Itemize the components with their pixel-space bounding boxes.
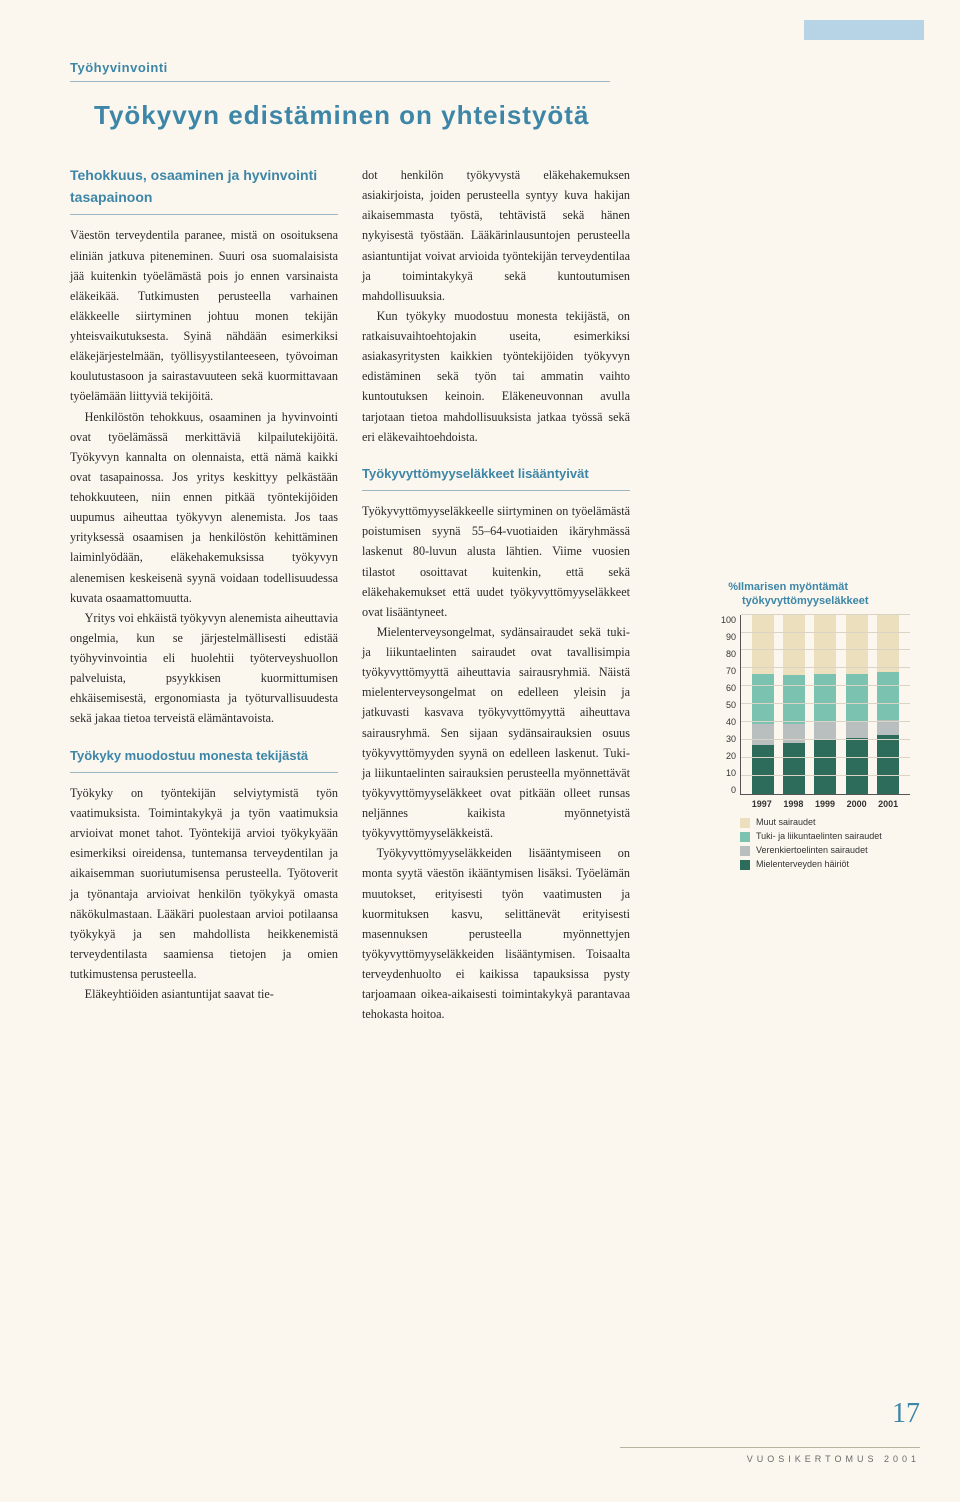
legend-item: Mielenterveyden häiriöt xyxy=(740,859,924,870)
legend-swatch xyxy=(740,846,750,856)
chart-y-axis: 0 10 20 30 40 50 60 70 80 90 100 xyxy=(714,615,740,795)
column-right: dot henkilön työkyvystä eläkehakemuksen … xyxy=(362,165,630,1024)
chart-x-axis: 1997 1998 1999 2000 2001 xyxy=(740,799,910,809)
body-text: Työkyvyttömyyseläkkeelle siirtyminen on … xyxy=(362,501,630,622)
page-title: Työkyvyn edistäminen on yhteistyötä xyxy=(94,100,924,131)
gridline xyxy=(741,667,910,668)
chart-segment xyxy=(877,672,899,720)
y-tick-label: 100 xyxy=(714,615,736,625)
chart-segment xyxy=(783,724,805,744)
legend-swatch xyxy=(740,832,750,842)
y-tick-label: 0 xyxy=(714,785,736,795)
gridline xyxy=(741,703,910,704)
legend-item: Verenkiertoelinten sairaudet xyxy=(740,845,924,856)
gridline xyxy=(741,685,910,686)
x-tick-label: 1999 xyxy=(815,799,835,809)
x-tick-label: 1998 xyxy=(783,799,803,809)
chart-plot-area xyxy=(740,615,910,795)
lead-rule xyxy=(70,214,338,215)
legend-label: Tuki- ja liikuntaelinten sairaudet xyxy=(756,831,882,842)
subheading: Työkyky muodostuu monesta tekijästä xyxy=(70,745,338,766)
gridline xyxy=(741,632,910,633)
lead-heading: Tehokkuus, osaaminen ja hyvinvointi tasa… xyxy=(70,165,338,208)
body-text: Henkilöstön tehokkuus, osaaminen ja hyvi… xyxy=(70,407,338,608)
gridline xyxy=(741,721,910,722)
chart-segment xyxy=(752,724,774,745)
chart-bar xyxy=(752,615,774,794)
column-left: Tehokkuus, osaaminen ja hyvinvointi tasa… xyxy=(70,165,338,1024)
chart-segment xyxy=(783,743,805,793)
y-tick-label: 90 xyxy=(714,632,736,642)
chart-segment xyxy=(814,722,836,740)
x-tick-label: 2001 xyxy=(878,799,898,809)
legend-item: Tuki- ja liikuntaelinten sairaudet xyxy=(740,831,924,842)
chart-bar xyxy=(814,615,836,794)
body-text: Kun työkyky muodostuu monesta tekijästä,… xyxy=(362,306,630,447)
chart-bar xyxy=(877,615,899,794)
chart-bar xyxy=(783,615,805,794)
subhead-rule xyxy=(362,490,630,491)
chart-segment xyxy=(877,615,899,672)
chart-segment xyxy=(877,735,899,794)
sidebar-chart: %Ilmarisen myöntämät työkyvyttömyyseläkk… xyxy=(714,580,924,873)
section-rule xyxy=(70,81,610,82)
page-number: 17 xyxy=(892,1398,920,1430)
body-text: Eläkeyhtiöiden asiantuntijat saavat tie- xyxy=(70,984,338,1004)
x-tick-label: 2000 xyxy=(847,799,867,809)
chart-segment xyxy=(752,745,774,793)
legend-item: Muut sairaudet xyxy=(740,817,924,828)
section-label: Työhyvinvointi xyxy=(70,60,924,75)
legend-label: Verenkiertoelinten sairaudet xyxy=(756,845,868,856)
gridline xyxy=(741,757,910,758)
body-columns: Tehokkuus, osaaminen ja hyvinvointi tasa… xyxy=(70,165,630,1024)
gridline xyxy=(741,614,910,615)
header-accent-bar xyxy=(804,20,924,40)
body-text: Työkyky on työntekijän selviytymistä työ… xyxy=(70,783,338,984)
y-tick-label: 80 xyxy=(714,649,736,659)
chart-segment xyxy=(814,615,836,674)
gridline xyxy=(741,775,910,776)
y-tick-label: 70 xyxy=(714,666,736,676)
chart-legend: Muut sairaudet Tuki- ja liikuntaelinten s… xyxy=(740,817,924,870)
chart-segment xyxy=(846,615,868,674)
chart-segment xyxy=(783,675,805,723)
y-tick-label: 20 xyxy=(714,751,736,761)
body-text: Mielenterveysongelmat, sydänsairaudet se… xyxy=(362,622,630,843)
chart-segment xyxy=(846,722,868,738)
body-text: Yritys voi ehkäistä työkyvyn alenemista … xyxy=(70,608,338,729)
legend-label: Muut sairaudet xyxy=(756,817,816,828)
footer-text: VUOSIKERTOMUS 2001 xyxy=(620,1447,920,1464)
gridline xyxy=(741,739,910,740)
chart-segment xyxy=(846,674,868,722)
chart-bar xyxy=(846,615,868,794)
chart-segment xyxy=(814,674,836,722)
legend-swatch xyxy=(740,818,750,828)
subhead-rule xyxy=(70,772,338,773)
subheading: Työkyvyttömyyseläkkeet lisääntyivät xyxy=(362,463,630,484)
chart-segment xyxy=(814,740,836,794)
y-tick-label: 40 xyxy=(714,717,736,727)
chart-segment xyxy=(877,720,899,734)
body-text: Väestön terveydentila paranee, mistä on … xyxy=(70,225,338,406)
x-tick-label: 1997 xyxy=(752,799,772,809)
y-tick-label: 30 xyxy=(714,734,736,744)
gridline xyxy=(741,649,910,650)
chart-title: %Ilmarisen myöntämät työkyvyttömyyseläkk… xyxy=(742,580,924,609)
legend-label: Mielenterveyden häiriöt xyxy=(756,859,849,870)
y-tick-label: 50 xyxy=(714,700,736,710)
y-tick-label: 60 xyxy=(714,683,736,693)
body-text: dot henkilön työkyvystä eläkehakemuksen … xyxy=(362,165,630,306)
chart-segment xyxy=(752,674,774,724)
chart-segment xyxy=(846,738,868,793)
y-tick-label: 10 xyxy=(714,768,736,778)
body-text: Työkyvyttömyyseläkkeiden lisääntymiseen … xyxy=(362,843,630,1024)
legend-swatch xyxy=(740,860,750,870)
chart-segment xyxy=(752,615,774,674)
